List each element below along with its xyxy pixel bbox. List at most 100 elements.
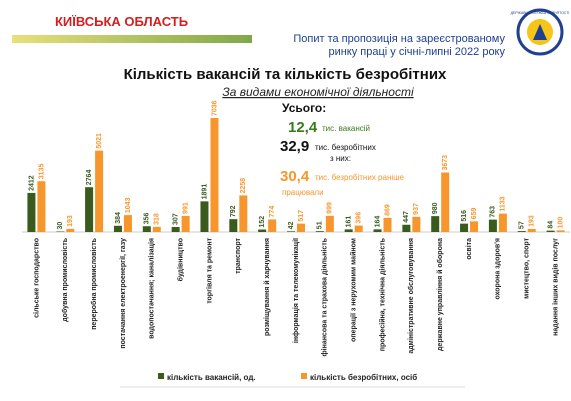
category-label: професійна, технічна діяльність — [378, 237, 386, 351]
value-label: 980 — [432, 202, 439, 214]
bar — [37, 181, 46, 232]
summary-of-them: з них: — [330, 154, 351, 163]
legend-swatch — [158, 373, 164, 379]
value-label: 356 — [144, 212, 151, 224]
value-label: 999 — [327, 202, 334, 214]
value-label: 869 — [384, 204, 391, 216]
value-label: 1891 — [201, 184, 208, 200]
value-label: 659 — [471, 208, 478, 220]
bar — [113, 225, 122, 232]
value-label: 2412 — [28, 175, 35, 191]
summary-unit: тис. безробітних — [315, 143, 376, 152]
summary-number: 12,4 — [288, 119, 318, 136]
bar — [546, 230, 555, 232]
bar — [354, 225, 363, 232]
legend-label: кількість вакансій, од. — [167, 373, 256, 382]
category-label: транспорт — [235, 237, 242, 273]
value-label: 193 — [67, 215, 74, 227]
bar — [239, 195, 248, 232]
bar — [152, 226, 161, 232]
value-label: 51 — [317, 221, 324, 229]
bar — [95, 150, 104, 232]
bar — [517, 231, 526, 232]
bar — [315, 231, 324, 232]
summary-unit: тис. вакансій — [322, 124, 370, 133]
value-label: 152 — [259, 216, 266, 228]
bar — [171, 227, 180, 232]
value-label: 318 — [154, 213, 161, 225]
value-label: 2764 — [86, 170, 93, 186]
bar — [488, 219, 497, 232]
bar — [402, 224, 411, 232]
value-label: 30 — [57, 222, 64, 230]
category-label: адміністративне обслуговування — [407, 238, 415, 354]
value-label: 2258 — [240, 178, 247, 194]
header-band — [12, 35, 252, 43]
bar — [258, 229, 267, 232]
legend-swatch — [301, 373, 307, 379]
category-label: розміщування й харчування — [263, 238, 271, 336]
value-label: 396 — [356, 212, 363, 224]
bar — [460, 223, 469, 232]
logo-text: ДЕРЖАВНА СЛУЖБА ЗАЙНЯТОСТІ — [511, 11, 570, 15]
report-line: ринку праці у січні-липні 2022 року — [328, 46, 505, 58]
category-label: державне управління й оборона — [436, 238, 444, 351]
summary-number: 32,9 — [280, 138, 309, 155]
value-label: 517 — [298, 210, 305, 222]
value-label: 792 — [230, 205, 237, 217]
summary-unit: тис. безробітних раніше — [315, 173, 405, 182]
bar — [210, 118, 219, 232]
category-label: інформація та телекомунікації — [292, 237, 300, 343]
value-label: 516 — [461, 210, 468, 222]
bar — [200, 201, 209, 232]
category-label: сільське господарство — [32, 238, 40, 318]
category-label: освіта — [465, 238, 473, 260]
summary-heading: Усього: — [282, 101, 326, 115]
value-label: 84 — [547, 221, 554, 229]
legend-label: кількість безробітних, осіб — [310, 373, 417, 382]
value-label: 937 — [413, 203, 420, 215]
value-label: 307 — [172, 213, 179, 225]
bar — [123, 215, 132, 232]
chart-subtitle: За видами економічної діяльності — [222, 85, 414, 99]
value-label: 1133 — [500, 196, 507, 211]
value-label: 7036 — [211, 100, 218, 116]
category-label: фінансова та страхова діяльність — [321, 237, 329, 356]
value-label: 57 — [519, 221, 526, 229]
bar — [66, 228, 75, 232]
category-label: будівництво — [176, 238, 184, 281]
value-label: 384 — [115, 212, 122, 224]
category-label: торгівля та ремонт — [205, 237, 213, 303]
region: КИЇВСЬКА ОБЛАСТЬ — [55, 14, 188, 29]
value-label: 42 — [288, 221, 295, 229]
bar — [142, 226, 151, 232]
value-label: 3673 — [442, 155, 449, 171]
bar — [181, 215, 190, 232]
category-label: добувна промисловість — [61, 237, 69, 321]
category-label: водопостачання; каналізація — [148, 238, 156, 339]
bar — [441, 172, 450, 232]
bar — [85, 187, 94, 232]
logo: ДЕРЖАВНА СЛУЖБА ЗАЙНЯТОСТІ — [511, 8, 570, 56]
value-label: 5021 — [96, 133, 103, 149]
bar — [229, 219, 238, 232]
category-label: операції з нерухомим майном — [350, 238, 358, 342]
summary-unit: працювали — [282, 188, 324, 197]
bar — [287, 231, 295, 232]
bar — [268, 219, 277, 232]
value-label: 3135 — [38, 164, 45, 180]
chart-title: Кількість вакансій та кількість безробіт… — [124, 66, 447, 83]
bar — [527, 228, 536, 232]
value-label: 763 — [490, 206, 497, 218]
bar — [412, 216, 421, 232]
bar — [297, 223, 305, 232]
bar — [325, 215, 334, 232]
category-label: мистецтво, спорт — [524, 237, 531, 298]
value-label: 100 — [557, 217, 564, 229]
summary-number: 30,4 — [280, 168, 310, 185]
bar — [27, 192, 36, 232]
bar — [470, 221, 479, 232]
report-line: Попит та пропозиція на зареєстрованому — [293, 33, 505, 45]
value-label: 991 — [182, 202, 189, 214]
